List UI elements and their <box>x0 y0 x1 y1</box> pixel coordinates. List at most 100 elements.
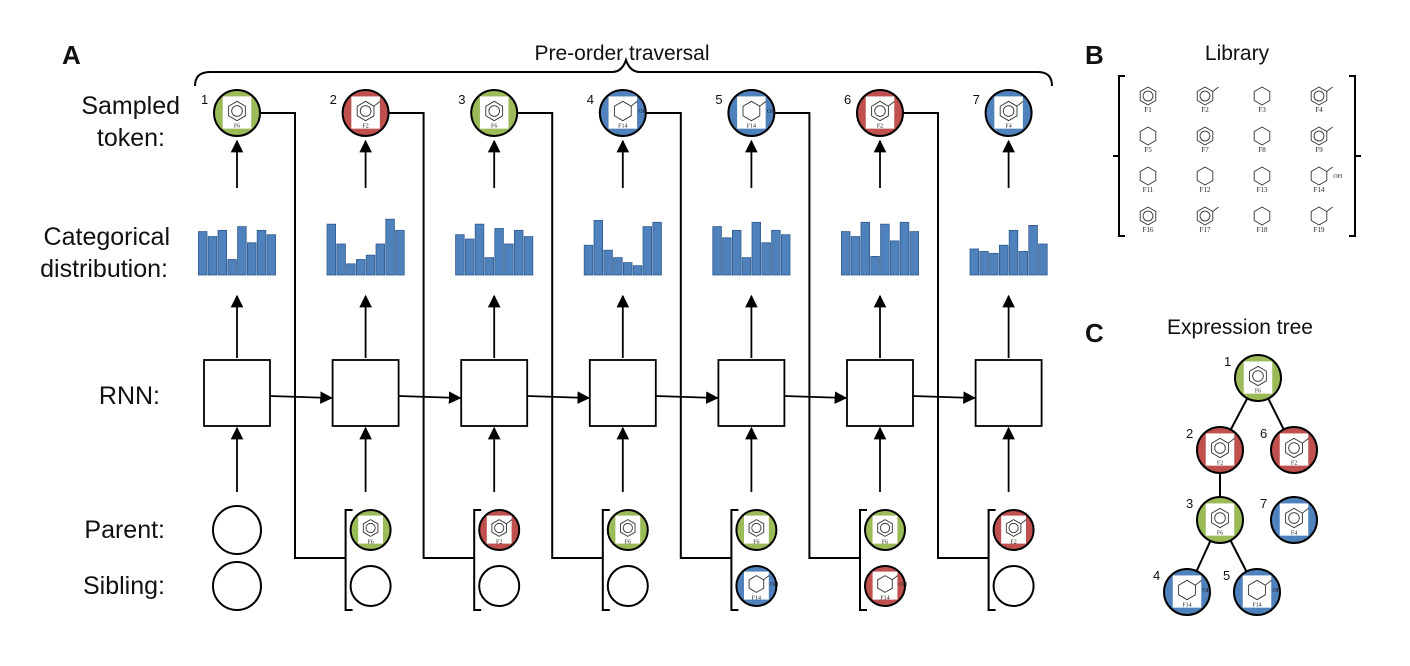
feedback-wire <box>774 112 860 559</box>
distribution-bar <box>514 229 524 276</box>
library-item: F5 <box>1139 126 1157 154</box>
sampled-token: F6 <box>470 89 519 137</box>
input-bracket <box>987 509 996 611</box>
library-item: F7 <box>1196 126 1214 154</box>
distribution-bar <box>355 259 366 276</box>
distribution-bar <box>909 231 920 276</box>
sibling-empty <box>992 565 1035 607</box>
ring-pyrrolidine <box>1196 166 1214 186</box>
distribution-bar <box>365 254 376 276</box>
ring-cyclohexanol <box>1310 166 1328 186</box>
fragment-tag: F11 <box>1143 186 1154 194</box>
fragment-tag: F2 <box>362 124 368 130</box>
parent-token-structure-box <box>486 515 512 544</box>
library-item: F11 <box>1139 166 1157 194</box>
library-item: F1 <box>1139 86 1157 114</box>
fragment-tag: F8 <box>1258 146 1266 154</box>
sampled-token: OH F14 <box>598 89 648 137</box>
ring-benzene <box>1139 86 1157 106</box>
distribution-bar <box>870 255 880 276</box>
step-number: 1 <box>201 92 208 107</box>
aromatic-circle <box>1002 105 1015 117</box>
distribution-bar <box>632 265 643 276</box>
library-bracket-right <box>1349 75 1361 237</box>
aromatic-circle <box>1288 512 1300 524</box>
aromatic-circle <box>1142 210 1154 222</box>
ring-toluene <box>1196 86 1214 106</box>
tree-node: F4 <box>1270 496 1318 544</box>
distribution-bar <box>593 220 604 276</box>
categorical-distribution <box>583 220 662 276</box>
fragment-tag: F14 <box>618 124 627 130</box>
library-item: F4 <box>1310 86 1333 114</box>
categorical-distribution <box>969 224 1048 276</box>
aromatic-circle <box>488 105 500 117</box>
distribution-bar <box>455 234 465 276</box>
sampled-token: OH F14 <box>727 89 776 137</box>
rnn-cell <box>203 359 271 427</box>
tree-node-number: 1 <box>1224 354 1231 369</box>
fragment-tag: F6 <box>625 539 631 545</box>
substituent-bond <box>1195 579 1202 586</box>
distribution-bar <box>781 234 791 276</box>
parent-token-structure-box <box>872 515 898 544</box>
tree-node: F6 <box>1196 496 1244 544</box>
fragment-tag: F18 <box>1257 226 1268 234</box>
parent-token: F2 <box>992 509 1035 551</box>
aromatic-circle <box>359 105 372 117</box>
expression-tree-title: Expression tree <box>1167 316 1313 339</box>
distribution-bar <box>712 226 722 276</box>
tree-node-number: 6 <box>1260 426 1267 441</box>
library-bracket-left <box>1113 75 1125 237</box>
fragment-tag: F13 <box>1257 186 1268 194</box>
distribution-bar <box>494 228 504 276</box>
fragment-tag: F2 <box>1217 461 1223 467</box>
panel-label-c: C <box>1085 318 1104 348</box>
distribution-bar <box>623 262 633 276</box>
substituent-bond <box>1212 206 1219 212</box>
tree-node: F2 <box>1270 426 1318 474</box>
hydroxyl-label: OH <box>898 582 907 588</box>
fragment-tag: F2 <box>1291 461 1297 467</box>
hydroxyl-label: OH <box>767 109 776 115</box>
tree-node: F6 <box>1234 354 1282 402</box>
substituent-bond <box>891 575 898 581</box>
distribution-bar <box>237 226 247 276</box>
substituent-bond <box>1212 86 1219 92</box>
tree-node-number: 3 <box>1186 496 1193 511</box>
tree-node: F2 <box>1196 426 1244 474</box>
library-item: F17 <box>1196 206 1219 234</box>
ring-benzene <box>748 519 765 537</box>
feedback-wire <box>903 112 989 559</box>
fragment-tag: F14 <box>880 595 889 601</box>
feedback-wire <box>388 112 475 559</box>
substituent-bond <box>506 519 513 525</box>
library-item: F12 <box>1196 166 1214 194</box>
ring-amide <box>1139 126 1157 146</box>
sampled-token: F2 <box>856 89 904 137</box>
distribution-bar <box>642 226 653 276</box>
parent-empty <box>212 505 262 555</box>
parent-token: F6 <box>349 509 392 551</box>
distribution-bar <box>1008 229 1019 276</box>
ring-oxazole <box>1253 126 1271 146</box>
categorical-distribution <box>455 223 534 276</box>
traversal-brace <box>194 56 1053 87</box>
aromatic-circle <box>1313 90 1325 102</box>
library-item: F2 <box>1196 86 1219 114</box>
sibling-token: OH F14 <box>735 565 779 607</box>
step-1: 1 F6 <box>197 89 346 611</box>
step-number: 5 <box>715 92 722 107</box>
library-item: F18 <box>1253 206 1271 234</box>
fragment-tag: F9 <box>1315 146 1323 154</box>
distribution-bar <box>979 251 989 276</box>
rnn-cell <box>460 359 529 427</box>
distribution-bar <box>504 243 514 276</box>
ring-benzamide <box>1196 126 1214 146</box>
ring-pyridine <box>1139 206 1157 226</box>
input-bracket <box>601 509 610 611</box>
sibling-token-structure-box <box>744 571 769 600</box>
aromatic-circle <box>1008 522 1019 534</box>
fragment-tag: F14 <box>747 124 756 130</box>
